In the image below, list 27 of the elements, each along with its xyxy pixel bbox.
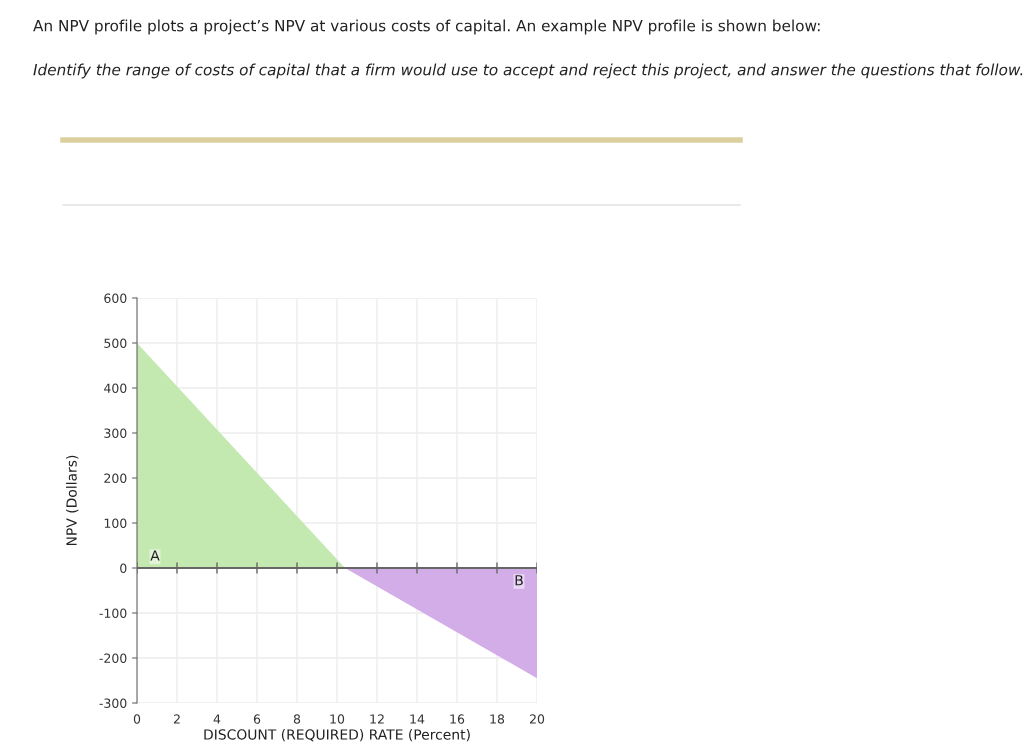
chart-title: An NPV profile plots a project’s NPV at various costs of capital. An example NPV profile is shown below: — [33, 19, 820, 35]
x-tick-label: 6 — [253, 714, 261, 724]
y-tick-label: -100 — [99, 608, 127, 618]
annotation: B — [515, 575, 523, 586]
x-tick-label: 20 — [529, 714, 545, 724]
x-axis-title: DISCOUNT (REQUIRED) RATE (Percent) — [204, 729, 470, 742]
y-tick-label: 100 — [104, 518, 127, 528]
x-tick-label: 0 — [133, 714, 141, 724]
y-tick-label: -300 — [99, 698, 127, 708]
chart-subtitle: Identify the range of costs of capital that a firm would use to accept and reject this project, and answer the questions that follow. — [33, 63, 1023, 79]
y-axis-title: NPV (Dollars) — [66, 455, 79, 546]
x-tick-label: 16 — [450, 714, 465, 724]
y-tick-label: 0 — [120, 563, 127, 573]
x-tick-label: 14 — [410, 714, 425, 724]
x-tick-label: 4 — [213, 714, 221, 724]
y-tick-label: 400 — [104, 383, 127, 393]
y-tick-label: -200 — [99, 653, 127, 663]
y-tick-label: 200 — [104, 473, 127, 483]
x-tick-label: 2 — [173, 714, 180, 724]
x-tick-label: 12 — [370, 714, 384, 724]
y-tick-label: 600 — [104, 293, 127, 303]
x-tick-label: 10 — [330, 714, 345, 724]
y-tick-label: 300 — [104, 428, 127, 438]
x-tick-label: 18 — [490, 714, 505, 724]
y-tick-label: 500 — [104, 338, 127, 348]
annotation: A — [150, 550, 160, 561]
x-tick-label: 8 — [293, 714, 301, 724]
